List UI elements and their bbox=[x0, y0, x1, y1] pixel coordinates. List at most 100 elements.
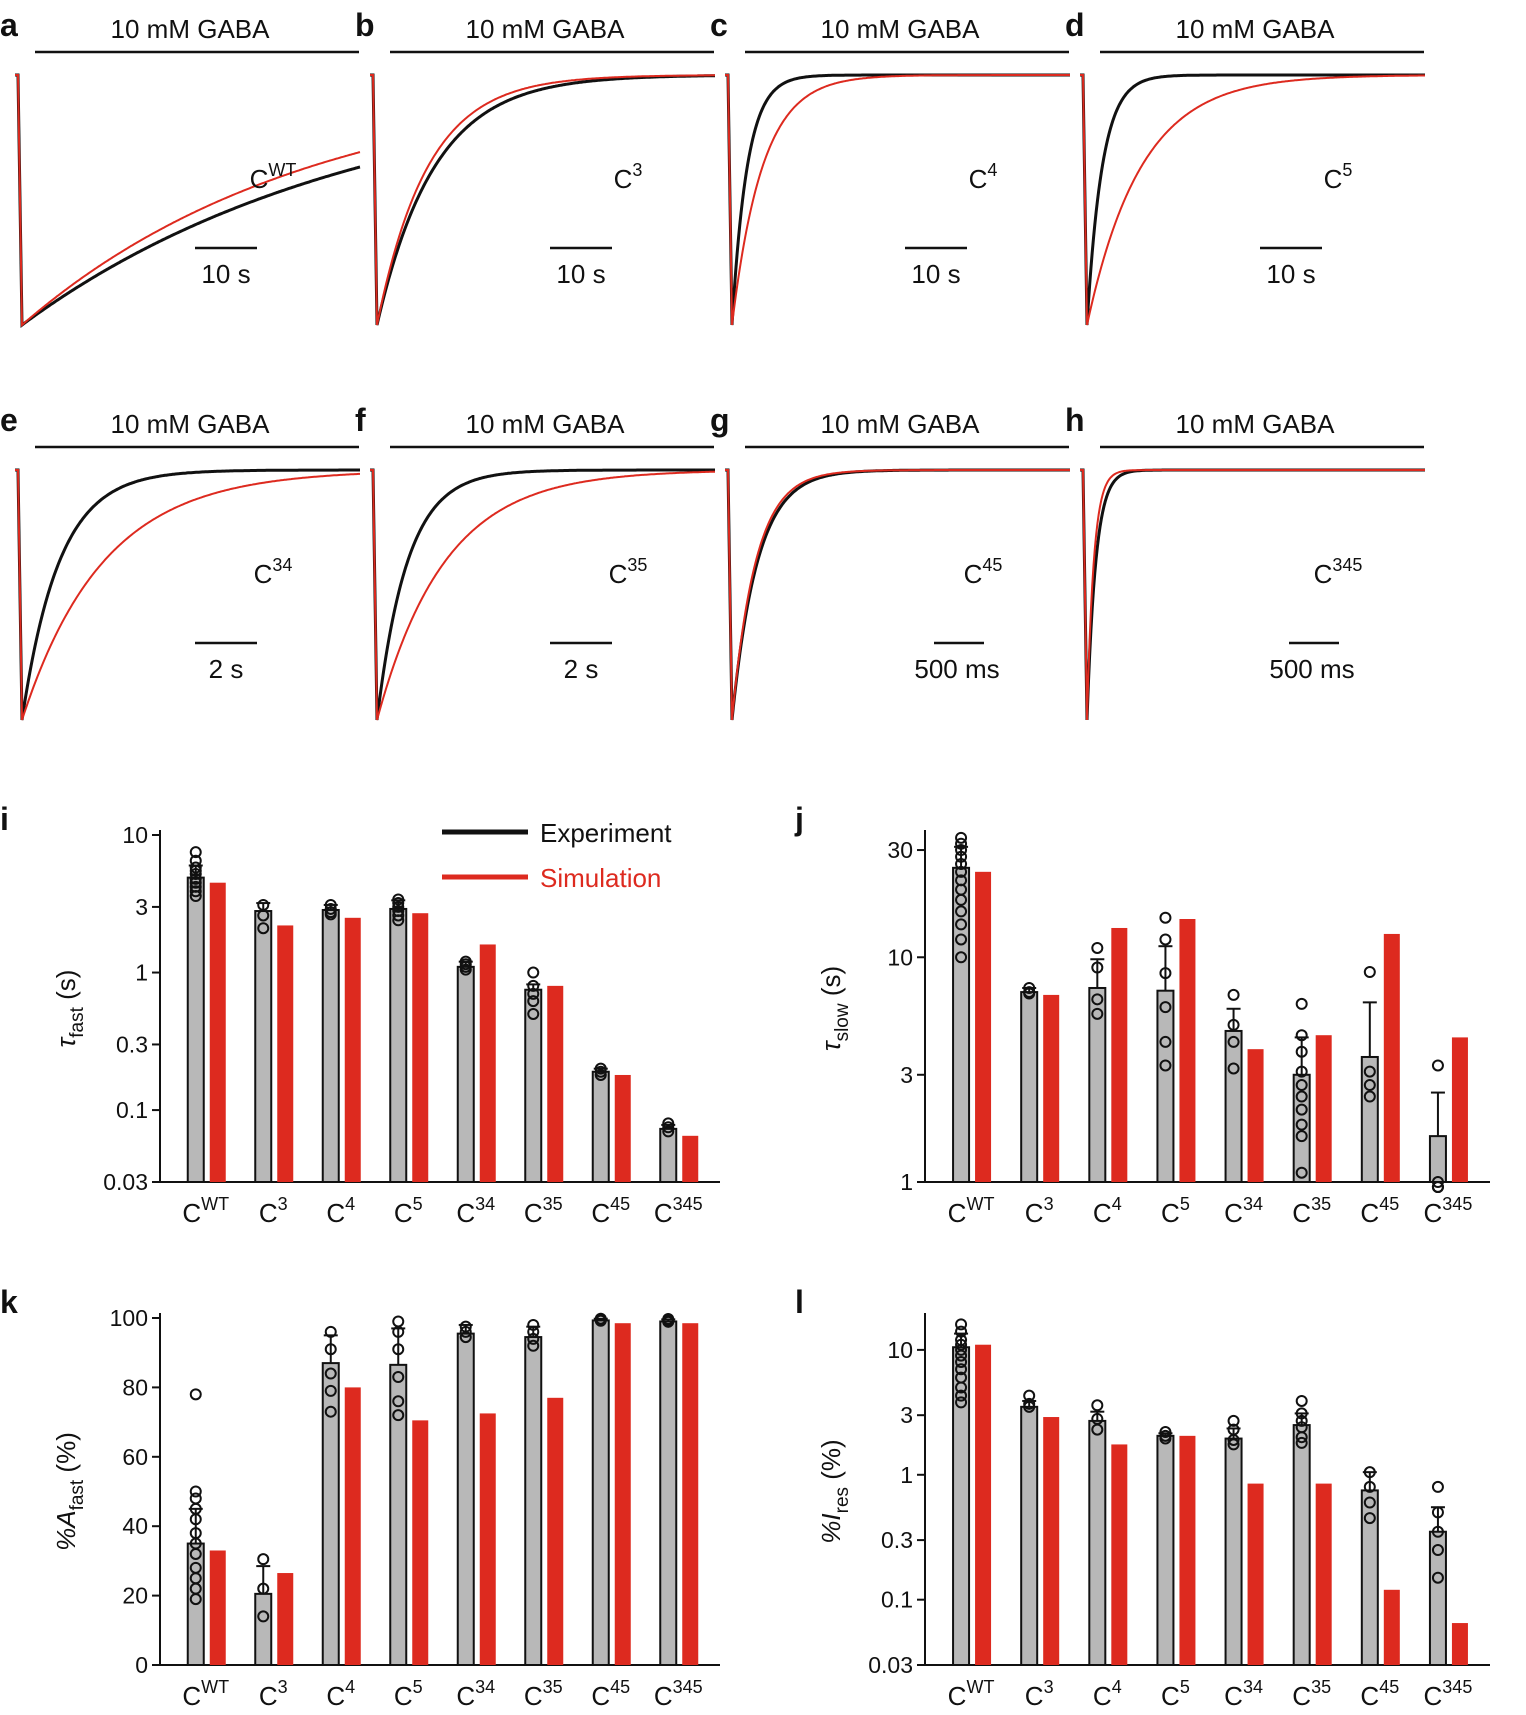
experiment-bar bbox=[254, 1592, 273, 1666]
simulation-bar bbox=[1043, 994, 1060, 1182]
y-axis-label-main: %A bbox=[51, 1510, 81, 1550]
x-tick-label-sup: 35 bbox=[543, 1677, 563, 1697]
panel-label-a: a bbox=[0, 7, 18, 43]
x-tick-label-sup: 4 bbox=[345, 1194, 355, 1214]
y-tick-label: 1 bbox=[900, 1462, 913, 1488]
experiment-bar bbox=[186, 876, 205, 1183]
simulation-bar bbox=[209, 1550, 226, 1665]
data-point bbox=[1159, 1426, 1172, 1439]
experiment-bar bbox=[1088, 986, 1107, 1183]
experiment-bar bbox=[1224, 1029, 1243, 1183]
x-tick-label-sup: 45 bbox=[1379, 1194, 1399, 1214]
gaba-label: 10 mM GABA bbox=[1176, 409, 1336, 439]
simulation-trace bbox=[725, 74, 1070, 326]
x-tick-label-sup: 34 bbox=[475, 1194, 495, 1214]
x-tick-label-base: C bbox=[1224, 1681, 1243, 1711]
data-point bbox=[662, 1315, 675, 1328]
experiment-bar bbox=[456, 965, 475, 1183]
x-tick-label: C5 bbox=[394, 1677, 423, 1711]
data-point bbox=[1431, 1506, 1444, 1519]
construct-sup: WT bbox=[268, 160, 296, 180]
x-tick-label-base: C bbox=[1360, 1198, 1379, 1228]
data-point bbox=[392, 1325, 405, 1338]
panel-label-k: k bbox=[0, 1284, 18, 1320]
data-point bbox=[1295, 1045, 1308, 1058]
simulation-bar bbox=[1179, 919, 1196, 1182]
y-axis-label-sub: res bbox=[832, 1487, 853, 1513]
x-tick-label: C345 bbox=[1424, 1194, 1473, 1228]
x-tick-label-sup: 4 bbox=[345, 1677, 355, 1697]
y-tick-label: 3 bbox=[135, 894, 148, 920]
experiment-trace bbox=[1080, 468, 1425, 721]
x-tick-label-base: C bbox=[948, 1681, 967, 1711]
data-point bbox=[955, 918, 968, 931]
simulation-bar bbox=[614, 1323, 631, 1665]
data-point bbox=[1159, 911, 1172, 924]
y-tick-label: 100 bbox=[110, 1305, 148, 1331]
data-point bbox=[955, 1318, 968, 1331]
data-point bbox=[1159, 1001, 1172, 1014]
y-tick-label: 30 bbox=[887, 837, 913, 863]
x-tick-label-base: C bbox=[1161, 1198, 1180, 1228]
x-tick-label: C4 bbox=[326, 1194, 355, 1228]
x-tick-label-base: C bbox=[1025, 1198, 1044, 1228]
gaba-label: 10 mM GABA bbox=[111, 14, 271, 44]
simulation-bar bbox=[682, 1135, 699, 1182]
x-tick-label-base: C bbox=[259, 1198, 278, 1228]
x-tick-label-base: C bbox=[1025, 1681, 1044, 1711]
data-point bbox=[1227, 1062, 1240, 1075]
data-point bbox=[1431, 1059, 1444, 1072]
data-point bbox=[1159, 933, 1172, 946]
x-tick-label-sup: 5 bbox=[413, 1677, 423, 1697]
x-tick-label-base: C bbox=[326, 1681, 345, 1711]
data-point bbox=[257, 1553, 270, 1566]
experiment-bar bbox=[254, 910, 273, 1183]
x-tick-label-sup: 45 bbox=[1379, 1677, 1399, 1697]
simulation-bar bbox=[209, 882, 226, 1182]
y-tick-label: 0.03 bbox=[103, 1169, 148, 1195]
data-point bbox=[1431, 1480, 1444, 1493]
x-tick-label-sup: 34 bbox=[1243, 1194, 1263, 1214]
panel-label-f: f bbox=[355, 402, 366, 438]
experiment-bar bbox=[1156, 989, 1175, 1184]
data-point bbox=[1431, 1525, 1444, 1538]
data-point bbox=[392, 909, 405, 922]
experiment-bar bbox=[1088, 1419, 1107, 1666]
data-point bbox=[1363, 1466, 1376, 1479]
data-point bbox=[1295, 1090, 1308, 1103]
x-tick-label-base: C bbox=[326, 1198, 345, 1228]
experiment-bar bbox=[321, 1362, 340, 1666]
legend-simulation-label: Simulation bbox=[540, 863, 661, 893]
x-tick-label: C34 bbox=[456, 1194, 495, 1228]
x-tick-label-base: C bbox=[182, 1681, 201, 1711]
data-point bbox=[527, 1007, 540, 1020]
x-tick-label-sup: 3 bbox=[278, 1194, 288, 1214]
x-tick-label-base: C bbox=[1093, 1198, 1112, 1228]
experiment-bar bbox=[1020, 991, 1039, 1184]
data-point bbox=[1363, 1065, 1376, 1078]
trace-panel-e: e 10 mM GABA C34 2 s bbox=[0, 402, 360, 721]
experiment-bar bbox=[1428, 1135, 1447, 1184]
panel-label-d: d bbox=[1065, 7, 1085, 43]
x-tick-label-base: C bbox=[394, 1681, 413, 1711]
x-tick-label: C3 bbox=[259, 1677, 288, 1711]
simulation-bar bbox=[1315, 1483, 1332, 1665]
construct-base: C bbox=[614, 164, 633, 194]
data-point bbox=[955, 1355, 968, 1368]
data-point bbox=[324, 1367, 337, 1380]
data-point bbox=[189, 864, 202, 877]
x-tick-label-base: C bbox=[394, 1198, 413, 1228]
x-tick-label-base: C bbox=[456, 1198, 475, 1228]
data-point bbox=[324, 1343, 337, 1356]
y-tick-label: 20 bbox=[122, 1583, 148, 1609]
simulation-bar bbox=[1111, 927, 1128, 1182]
construct-sup: 5 bbox=[1342, 160, 1352, 180]
data-point bbox=[189, 846, 202, 859]
y-axis-label-unit: (%) bbox=[51, 1432, 81, 1480]
data-point bbox=[955, 893, 968, 906]
data-point bbox=[1431, 1176, 1444, 1188]
x-tick-label-base: C bbox=[654, 1681, 673, 1711]
simulation-bar bbox=[344, 1387, 361, 1665]
